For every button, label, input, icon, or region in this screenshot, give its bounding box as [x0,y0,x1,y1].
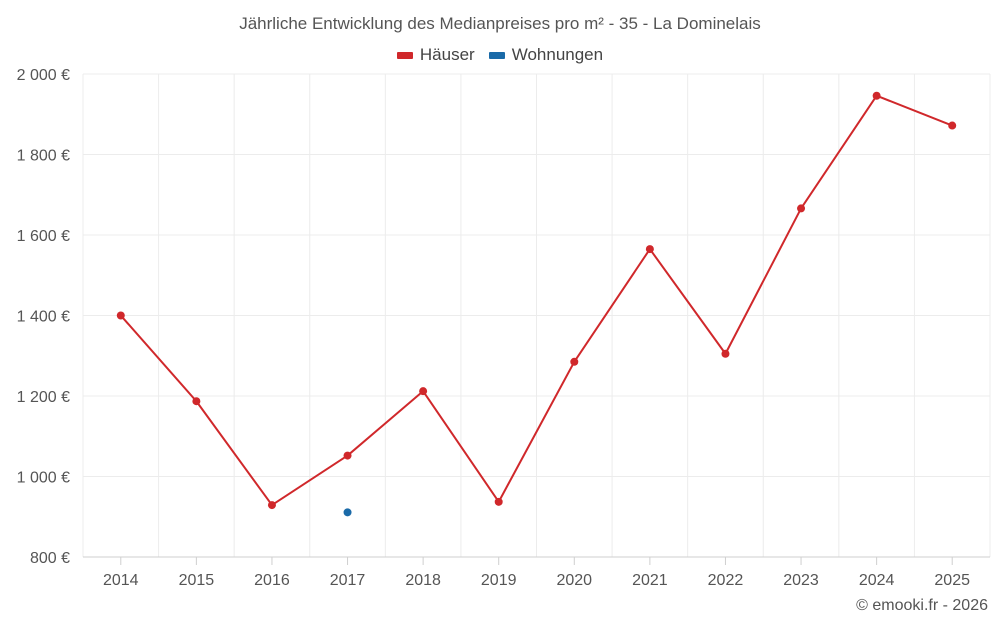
x-tick-label: 2021 [632,572,668,589]
series-line-haeuser [120,94,953,507]
x-tick-label: 2016 [254,572,290,589]
legend-item-wohnungen[interactable]: Wohnungen [488,45,604,65]
chart-title: Jährliche Entwicklung des Medianpreises … [239,14,761,33]
y-tick-label: 1 400 € [17,309,70,326]
legend-swatch-wohnungen [488,51,505,59]
y-tick-label: 1 000 € [17,470,70,487]
data-point-haeuser [192,397,201,406]
x-tick-label: 2017 [330,572,366,589]
x-tick-label: 2024 [859,572,895,589]
legend-item-haeuser[interactable]: Häuser [396,45,475,65]
data-point-haeuser [116,311,125,320]
y-tick-label: 1 200 € [17,389,70,406]
chart-legend: Häuser Wohnungen [0,45,1000,65]
x-tick-label: 2015 [179,572,215,589]
y-tick-label: 800 € [30,550,70,567]
data-point-haeuser [645,245,654,254]
data-point-haeuser [570,357,579,366]
y-tick-label: 1 800 € [17,148,70,165]
data-point-haeuser [872,91,881,100]
data-point-haeuser [721,349,730,358]
x-tick-label: 2025 [934,572,970,589]
data-point-haeuser [419,387,428,396]
x-tick-label: 2019 [481,572,517,589]
y-tick-label: 1 600 € [17,228,70,245]
x-tick-label: 2020 [556,572,592,589]
x-tick-label: 2014 [103,572,139,589]
data-point-wohnungen [343,508,352,517]
legend-label-haeuser: Häuser [419,45,475,64]
x-tick-label: 2023 [783,572,819,589]
x-tick-label: 2022 [708,572,744,589]
copyright-credit: © emooki.fr - 2026 [856,597,988,614]
x-tick-label: 2018 [405,572,441,589]
data-point-haeuser [948,121,957,130]
legend-label-wohnungen: Wohnungen [511,45,604,64]
data-point-haeuser [343,451,352,460]
data-point-haeuser [494,497,503,506]
legend-swatch-haeuser [396,51,413,59]
data-point-haeuser [267,501,276,510]
y-tick-label: 2 000 € [17,67,70,84]
data-point-haeuser [797,204,806,213]
